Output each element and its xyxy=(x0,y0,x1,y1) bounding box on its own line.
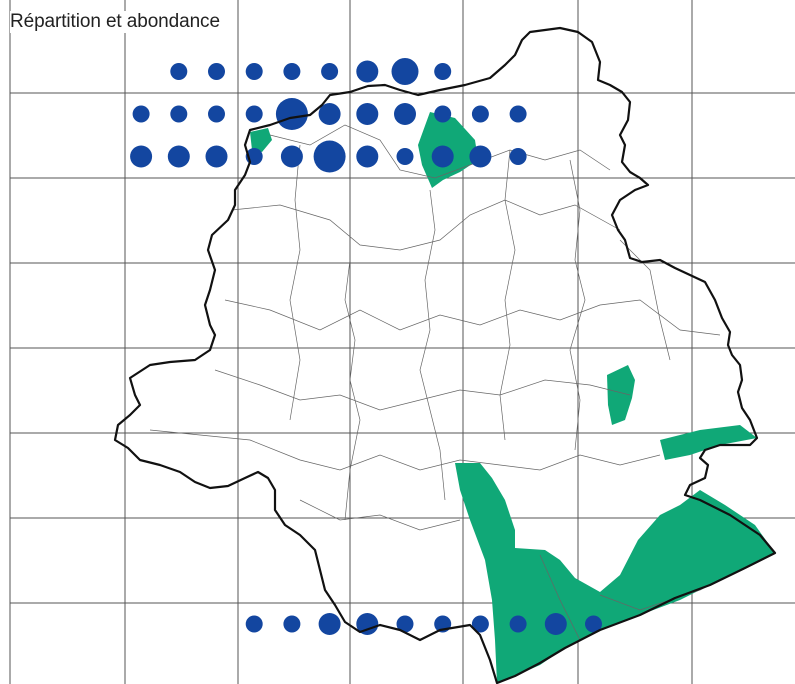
abundance-dot xyxy=(469,145,492,168)
abundance-dot xyxy=(280,145,303,168)
region-border xyxy=(113,26,777,684)
commune-boundary xyxy=(499,149,516,441)
commune-boundaries xyxy=(149,124,741,641)
forest-area xyxy=(607,365,635,425)
commune-boundary xyxy=(269,124,611,179)
abundance-dots xyxy=(130,58,602,635)
abundance-dot xyxy=(170,63,188,80)
abundance-dot xyxy=(396,615,414,633)
commune-boundary xyxy=(569,159,586,451)
forest-area xyxy=(455,463,775,683)
abundance-dot xyxy=(208,63,225,80)
forest-areas xyxy=(250,112,775,683)
commune-boundary xyxy=(289,144,301,421)
abundance-dot xyxy=(245,615,263,633)
abundance-dot xyxy=(245,63,263,80)
map-title: Répartition et abondance xyxy=(10,11,223,33)
abundance-dot xyxy=(313,140,346,173)
abundance-dot xyxy=(318,613,341,635)
abundance-dot xyxy=(283,615,301,633)
abundance-dot xyxy=(356,60,379,83)
abundance-dot xyxy=(283,63,301,80)
abundance-dot xyxy=(356,613,379,635)
abundance-dot xyxy=(471,615,489,633)
commune-boundary xyxy=(214,369,631,411)
abundance-dot xyxy=(471,105,489,123)
abundance-dot xyxy=(509,105,527,123)
abundance-dot xyxy=(318,103,341,125)
abundance-dot xyxy=(170,105,188,123)
abundance-dot xyxy=(431,145,454,168)
abundance-dot xyxy=(585,615,602,633)
abundance-dot xyxy=(275,98,308,130)
abundance-dot xyxy=(396,148,414,165)
abundance-dot xyxy=(356,145,379,168)
abundance-dot xyxy=(356,103,379,125)
commune-boundary xyxy=(344,259,361,521)
abundance-dot xyxy=(544,613,567,635)
forest-area xyxy=(660,425,757,460)
commune-boundary xyxy=(231,199,621,251)
commune-boundary xyxy=(224,299,721,336)
abundance-dot xyxy=(245,105,263,123)
abundance-dot xyxy=(205,145,228,168)
commune-boundary xyxy=(539,554,581,641)
abundance-dot xyxy=(321,63,339,80)
abundance-dot xyxy=(509,615,527,633)
forest-area xyxy=(250,128,272,152)
abundance-dot xyxy=(167,145,190,168)
abundance-dot xyxy=(434,63,452,80)
abundance-dot xyxy=(394,103,416,125)
abundance-dot xyxy=(391,58,419,85)
abundance-dot xyxy=(509,148,527,165)
commune-boundary xyxy=(149,429,661,471)
commune-boundary xyxy=(619,239,671,361)
commune-boundary xyxy=(299,499,461,531)
abundance-dot xyxy=(130,145,153,168)
abundance-dot xyxy=(208,105,225,123)
abundance-dot xyxy=(132,105,150,123)
abundance-dot xyxy=(434,105,452,123)
commune-boundary xyxy=(419,189,446,501)
